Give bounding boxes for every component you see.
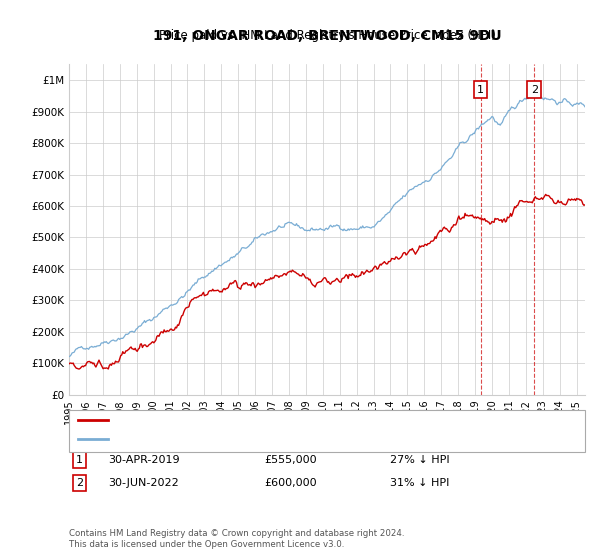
Text: 1: 1: [76, 455, 83, 465]
Text: £600,000: £600,000: [264, 478, 317, 488]
Text: 191, ONGAR ROAD, BRENTWOOD, CM15 9DU: 191, ONGAR ROAD, BRENTWOOD, CM15 9DU: [152, 29, 502, 43]
Text: HPI: Average price, detached house, Brentwood: HPI: Average price, detached house, Bren…: [114, 434, 352, 444]
Title: Price paid vs. HM Land Registry's House Price Index (HPI): Price paid vs. HM Land Registry's House …: [158, 29, 496, 43]
Text: £555,000: £555,000: [264, 455, 317, 465]
Text: 2: 2: [76, 478, 83, 488]
Text: 27% ↓ HPI: 27% ↓ HPI: [390, 455, 449, 465]
Text: 31% ↓ HPI: 31% ↓ HPI: [390, 478, 449, 488]
Text: 30-APR-2019: 30-APR-2019: [108, 455, 179, 465]
Text: 1: 1: [477, 85, 484, 95]
Text: 191, ONGAR ROAD, BRENTWOOD, CM15 9DU (detached house): 191, ONGAR ROAD, BRENTWOOD, CM15 9DU (de…: [114, 415, 431, 425]
Text: 2: 2: [530, 85, 538, 95]
Text: 30-JUN-2022: 30-JUN-2022: [108, 478, 179, 488]
Text: Contains HM Land Registry data © Crown copyright and database right 2024.
This d: Contains HM Land Registry data © Crown c…: [69, 529, 404, 549]
